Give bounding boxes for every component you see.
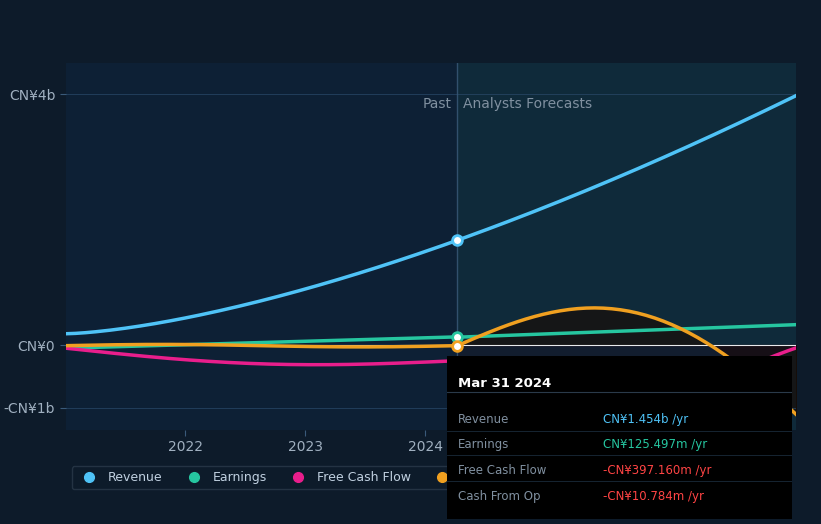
Text: Free Cash Flow: Free Cash Flow	[458, 464, 546, 476]
Text: Past: Past	[422, 97, 452, 111]
Text: Cash From Op: Cash From Op	[458, 489, 540, 503]
Text: -CN¥397.160m /yr: -CN¥397.160m /yr	[603, 464, 711, 476]
Text: CN¥1.454b /yr: CN¥1.454b /yr	[603, 413, 688, 426]
Text: Revenue: Revenue	[458, 413, 509, 426]
Text: Analysts Forecasts: Analysts Forecasts	[463, 97, 593, 111]
Text: Earnings: Earnings	[458, 438, 509, 451]
Text: Mar 31 2024: Mar 31 2024	[458, 377, 551, 390]
Bar	[457, 63, 796, 430]
Bar	[66, 63, 457, 430]
Text: CN¥125.497m /yr: CN¥125.497m /yr	[603, 438, 707, 451]
Legend: Revenue, Earnings, Free Cash Flow, Cash From Op: Revenue, Earnings, Free Cash Flow, Cash …	[72, 466, 553, 489]
Text: -CN¥10.784m /yr: -CN¥10.784m /yr	[603, 489, 704, 503]
